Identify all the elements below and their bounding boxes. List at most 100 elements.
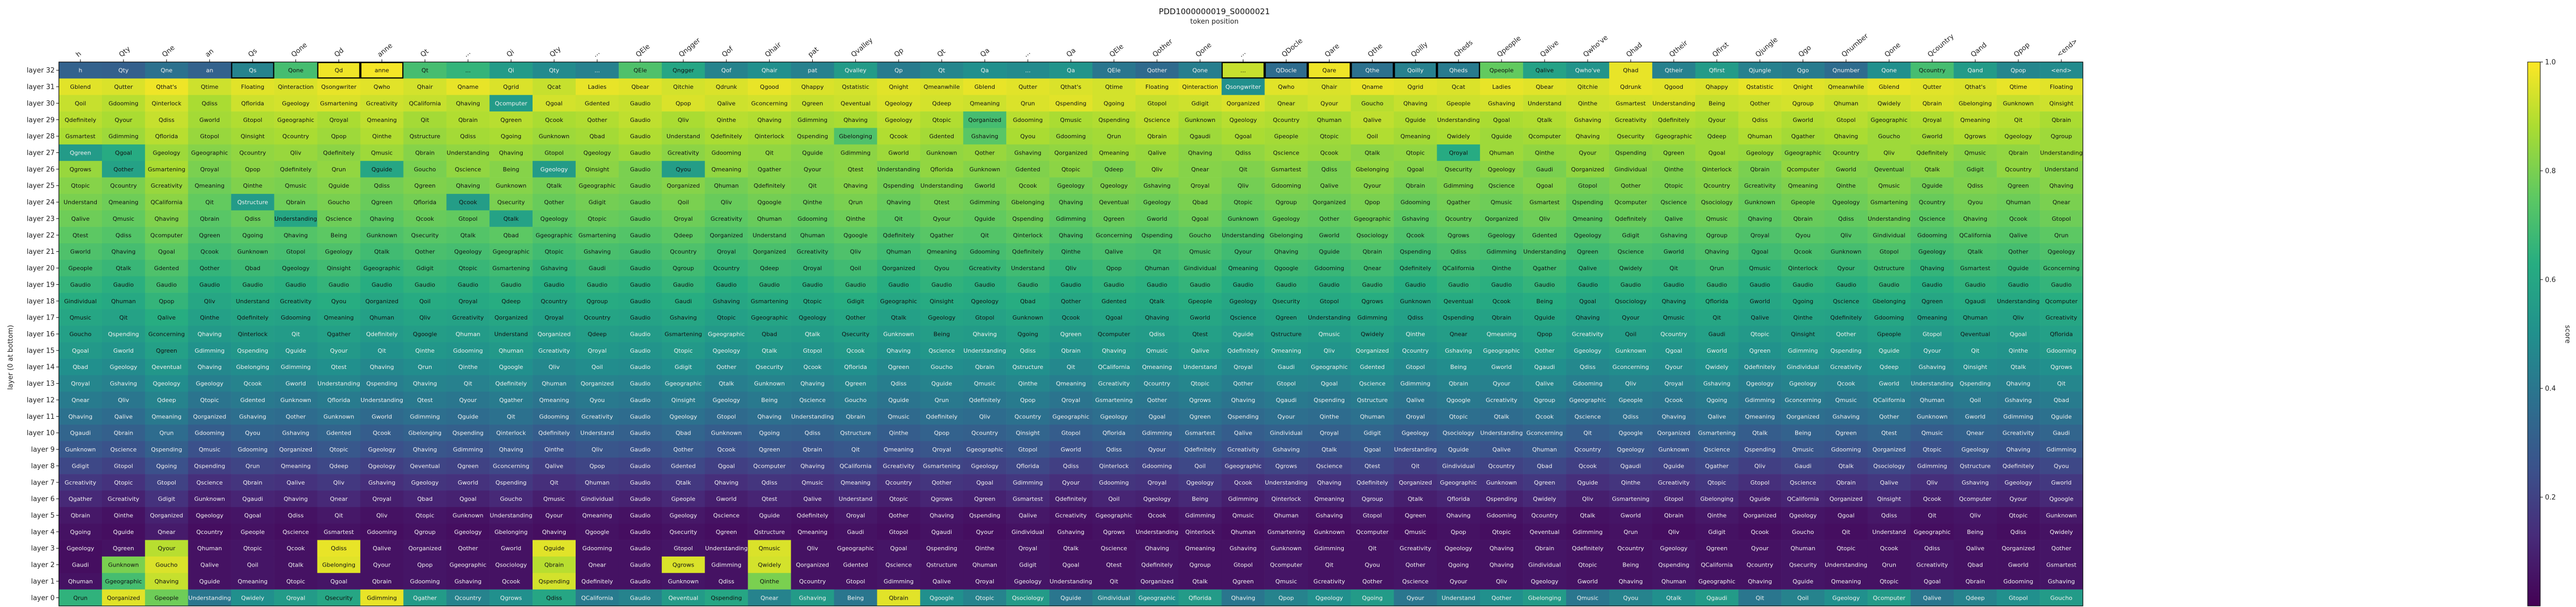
cell-label: Qhaving	[456, 182, 480, 189]
heatmap-cell	[1006, 62, 1050, 79]
cell-label: Qgoal	[1106, 314, 1122, 321]
cell-label: Qliv	[118, 397, 129, 404]
cell-label: Qhuman	[1231, 529, 1255, 536]
cell-label: Qalive	[1019, 512, 1037, 519]
heatmap-cell	[834, 193, 877, 211]
cell-label: Gcreativity	[2002, 430, 2035, 437]
y-tick-label: layer 23	[27, 215, 55, 223]
cell-label: Qscience	[1790, 479, 1816, 486]
cell-label: Qyou	[1365, 562, 1380, 569]
cell-label: Qtalk	[762, 347, 778, 354]
cell-label: Gworld	[1793, 117, 1813, 124]
cell-label: Gbelonging	[1270, 232, 1303, 239]
cell-label: Ggeographic	[191, 150, 228, 157]
heatmap-cell	[834, 111, 877, 128]
cell-label: Goucho	[1361, 100, 1383, 107]
cell-label: Qorganized	[1657, 430, 1690, 437]
heatmap-cell	[360, 62, 404, 79]
cell-label: Qoil	[678, 199, 689, 206]
cell-label: Qmeaning	[711, 166, 741, 173]
heatmap-cell	[1695, 62, 1739, 79]
cell-label: Gaudio	[1018, 281, 1038, 288]
heatmap-cell	[963, 78, 1007, 96]
cell-label: Qgather	[930, 232, 954, 239]
colorbar-tick-label: 0.4	[2545, 385, 2556, 393]
cell-label: Qcountry	[196, 529, 223, 536]
cell-label: Understanding	[1394, 446, 1437, 453]
cell-label: Gconcerning	[751, 100, 788, 107]
heatmap-cell	[1954, 128, 1997, 145]
cell-label: Qstructure	[1357, 397, 1388, 404]
cell-label: Qinsight	[929, 298, 954, 305]
cell-label: Qjungle	[1749, 67, 1771, 74]
cell-label: Ggeology	[1832, 594, 1860, 601]
cell-label: Qtopic	[1191, 380, 1210, 387]
cell-label: Gdooming	[1056, 133, 1086, 140]
cell-label: Qbrain	[286, 199, 305, 206]
cell-label: Qsociology	[1012, 594, 1044, 601]
cell-label: Qyour	[1450, 578, 1468, 585]
heatmap-cell	[188, 78, 231, 96]
heatmap-cell	[2040, 144, 2083, 161]
heatmap-cell	[489, 128, 533, 145]
cell-label: Ggeology	[411, 479, 439, 486]
cell-label: Qinthe	[717, 117, 736, 124]
cell-label: Qdefinitely	[538, 430, 570, 437]
cell-label: Qcountry	[1618, 545, 1644, 552]
heatmap-cell	[1221, 177, 1265, 194]
cell-label: Qyour	[1407, 594, 1425, 601]
cell-label: Gaudio	[372, 281, 392, 288]
cell-label: Qit	[1368, 545, 1377, 552]
heatmap-cell	[791, 128, 834, 145]
cell-label: Qdefinitely	[237, 314, 269, 321]
cell-label: Qhuman	[1791, 545, 1815, 552]
heatmap-cell	[1781, 193, 1825, 211]
cell-label: Qdiss	[202, 100, 218, 107]
cell-label: Qyour	[373, 562, 391, 569]
cell-label: Qhuman	[1661, 578, 1686, 585]
cell-label: Qguide	[199, 578, 220, 585]
cell-label: Gaudi	[1277, 364, 1294, 371]
cell-label: Qinterlock	[238, 331, 268, 338]
cell-label: Qother	[114, 166, 134, 173]
heatmap-cell	[533, 78, 576, 96]
cell-label: Qthat's	[156, 84, 177, 90]
cell-label: Gdooming	[1401, 199, 1430, 206]
cell-label: Qspending	[926, 545, 957, 552]
cell-label: Qliv	[1754, 462, 1766, 469]
cell-label: Qnear	[158, 529, 176, 536]
cell-label: Gblend	[70, 84, 90, 90]
heatmap-cell	[661, 78, 706, 96]
cell-label: Qbrain	[243, 479, 262, 486]
cell-label: Qhaving	[499, 446, 523, 453]
cell-label: Gcreativity	[1098, 380, 1130, 387]
heatmap-cell	[1351, 177, 1394, 194]
cell-label: Qbad	[762, 331, 777, 338]
cell-label: Qother	[932, 479, 952, 486]
cell-label: Qeventual	[1530, 529, 1560, 536]
cell-label: Qgreen	[1275, 314, 1296, 321]
cell-label: Ggeology	[1014, 578, 1042, 585]
heatmap-cell	[1135, 62, 1179, 79]
cell-label: Qspending	[1055, 100, 1086, 107]
cell-label: Gworld	[1061, 446, 1081, 453]
cell-label: Qhaving	[413, 380, 437, 387]
cell-label: Gsmartening	[751, 298, 788, 305]
y-tick-label: layer 21	[27, 248, 55, 256]
heatmap-cell	[661, 161, 706, 178]
cell-label: Gtopol	[1018, 446, 1037, 453]
cell-label: Qcountry	[1445, 215, 1472, 222]
x-tick-label: anne	[376, 42, 394, 59]
cell-label: Gshaving	[971, 133, 998, 140]
cell-label: Qtopic	[1837, 545, 1856, 552]
heatmap-cell	[1523, 111, 1567, 128]
cell-label: Being	[761, 397, 778, 404]
cell-label: Qrun	[73, 594, 87, 601]
cell-label: Qliv	[1065, 265, 1077, 272]
cell-label: Qorganized	[538, 331, 571, 338]
heatmap-cell	[1609, 95, 1653, 112]
cell-label: Qpop	[1020, 397, 1035, 404]
cell-label: ...	[1025, 67, 1031, 74]
cell-label: Qgeology	[584, 150, 611, 157]
heatmap-cell	[920, 78, 964, 96]
